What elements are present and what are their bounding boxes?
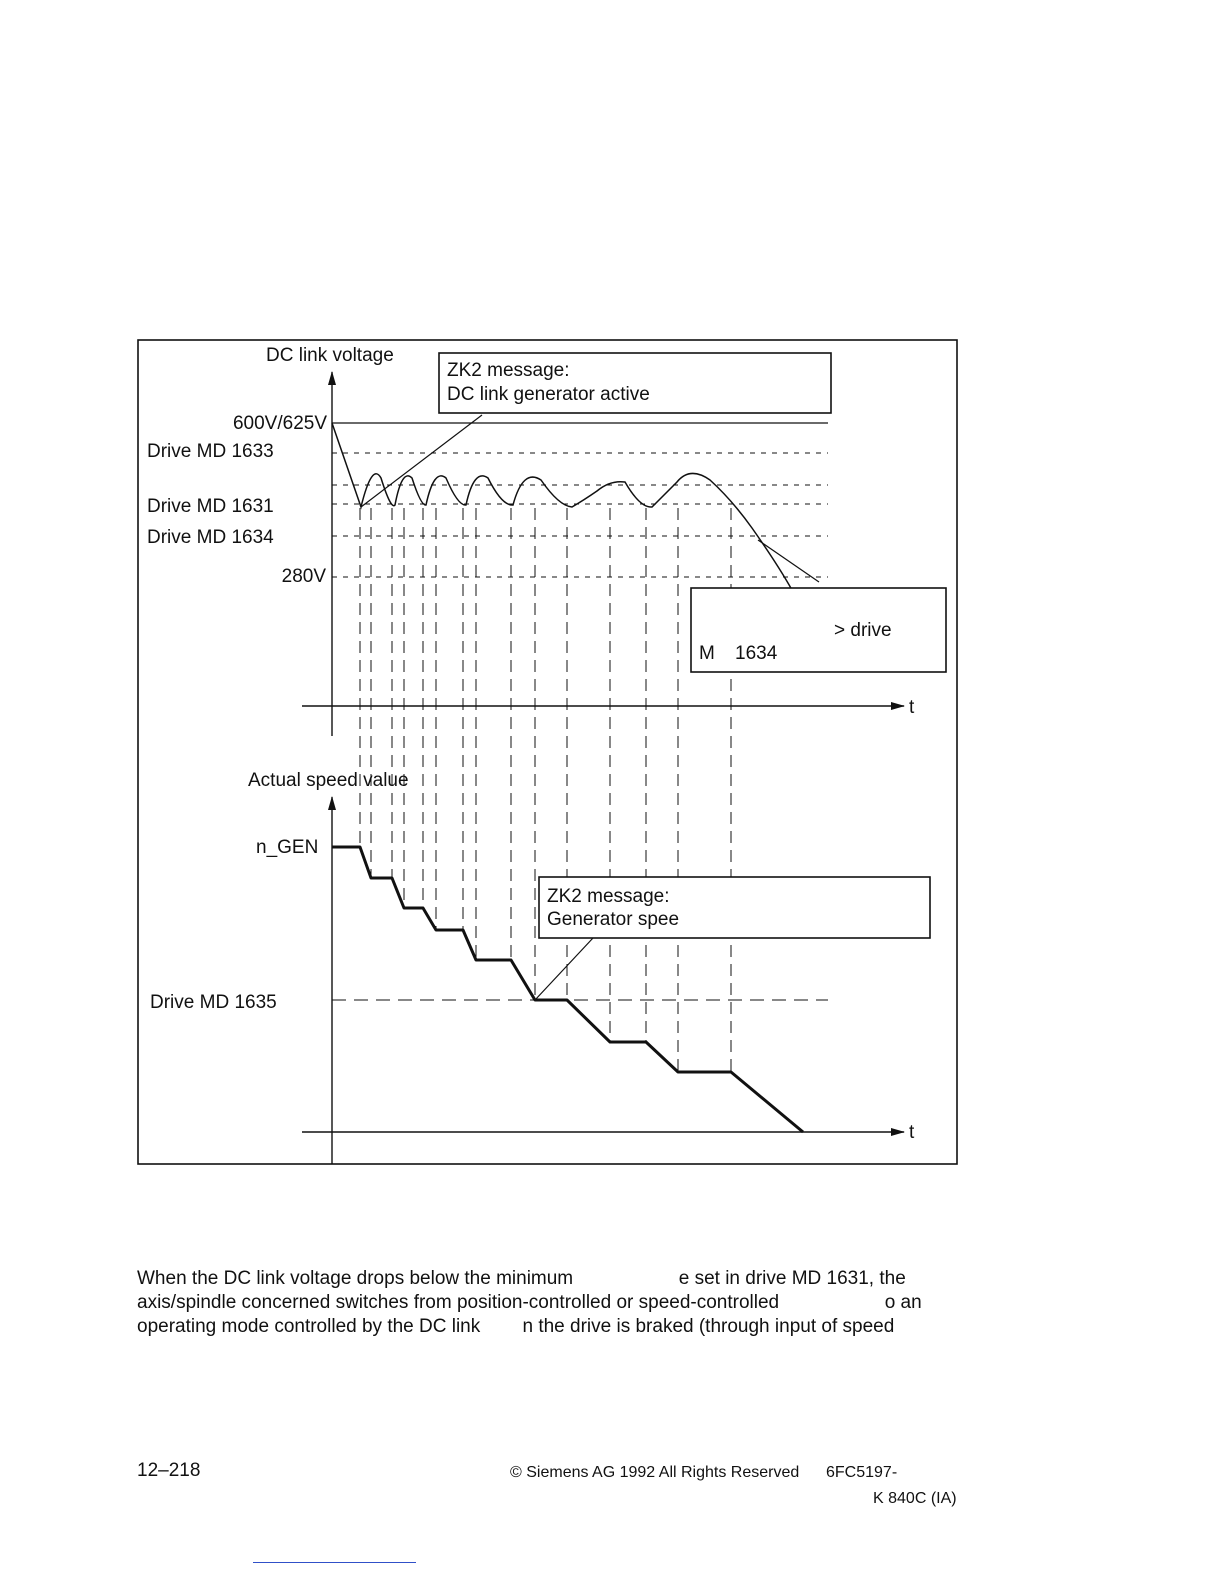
voltage-curve [331, 422, 793, 591]
n-gen-label: n_GEN [256, 837, 318, 858]
callout-drive-leader [757, 539, 820, 583]
copyright-notice: © Siemens AG 1992 All Rights Reserved [510, 1464, 800, 1481]
callout-zk2-speed-line1: ZK2 message: [547, 886, 670, 907]
callout-drive: > drive M 1634 [690, 587, 947, 673]
level-600-label: 600V/625V [233, 413, 327, 434]
callout-zk2-gen-line1: ZK2 message: [447, 360, 570, 381]
figure-frame [137, 339, 958, 1165]
body-line-3: operating mode controlled by the DC link… [137, 1316, 895, 1337]
md1634-label: Drive MD 1634 [147, 527, 274, 548]
body-line-2: axis/spindle concerned switches from pos… [137, 1292, 922, 1313]
hyperlink-underline[interactable] [253, 1562, 416, 1563]
voltage-axis-label: DC link voltage [266, 345, 394, 366]
event-markers [359, 508, 732, 1072]
callout-zk2-speed-line2: Generator spee [547, 909, 679, 930]
speed-axis-label: Actual speed value [248, 770, 409, 791]
callout-zk2-gen: ZK2 message: DC link generator active [438, 352, 832, 414]
model-name: K 840C (IA) [873, 1490, 957, 1507]
document-id: 6FC5197- [826, 1464, 898, 1481]
level-280-label: 280V [282, 566, 327, 587]
voltage-time-label: t [909, 697, 915, 718]
md1633-label: Drive MD 1633 [147, 441, 274, 462]
body-line-1: When the DC link voltage drops below the… [137, 1268, 906, 1289]
md1631-label: Drive MD 1631 [147, 496, 274, 517]
speed-time-label: t [909, 1122, 915, 1143]
body-paragraph: When the DC link voltage drops below the… [137, 1267, 967, 1339]
threshold-lines [332, 452, 828, 578]
callout-zk2-gen-line2: DC link generator active [447, 384, 650, 405]
page-number: 12–218 [137, 1460, 201, 1481]
speed-curve [332, 845, 804, 1134]
speed-voltage-diagram: ZK2 message: DC link generator active > … [137, 339, 958, 1165]
callout-drive-line2-b: 1634 [735, 643, 778, 664]
md1635-label: Drive MD 1635 [150, 992, 277, 1013]
callout-zk2-gen-leader [360, 414, 483, 508]
callout-drive-line2-a: M [699, 643, 715, 664]
callout-drive-line1: > drive [834, 620, 892, 641]
callout-zk2-speed: ZK2 message: Generator spee [538, 876, 931, 939]
callout-zk2-speed-leader [534, 937, 594, 1001]
